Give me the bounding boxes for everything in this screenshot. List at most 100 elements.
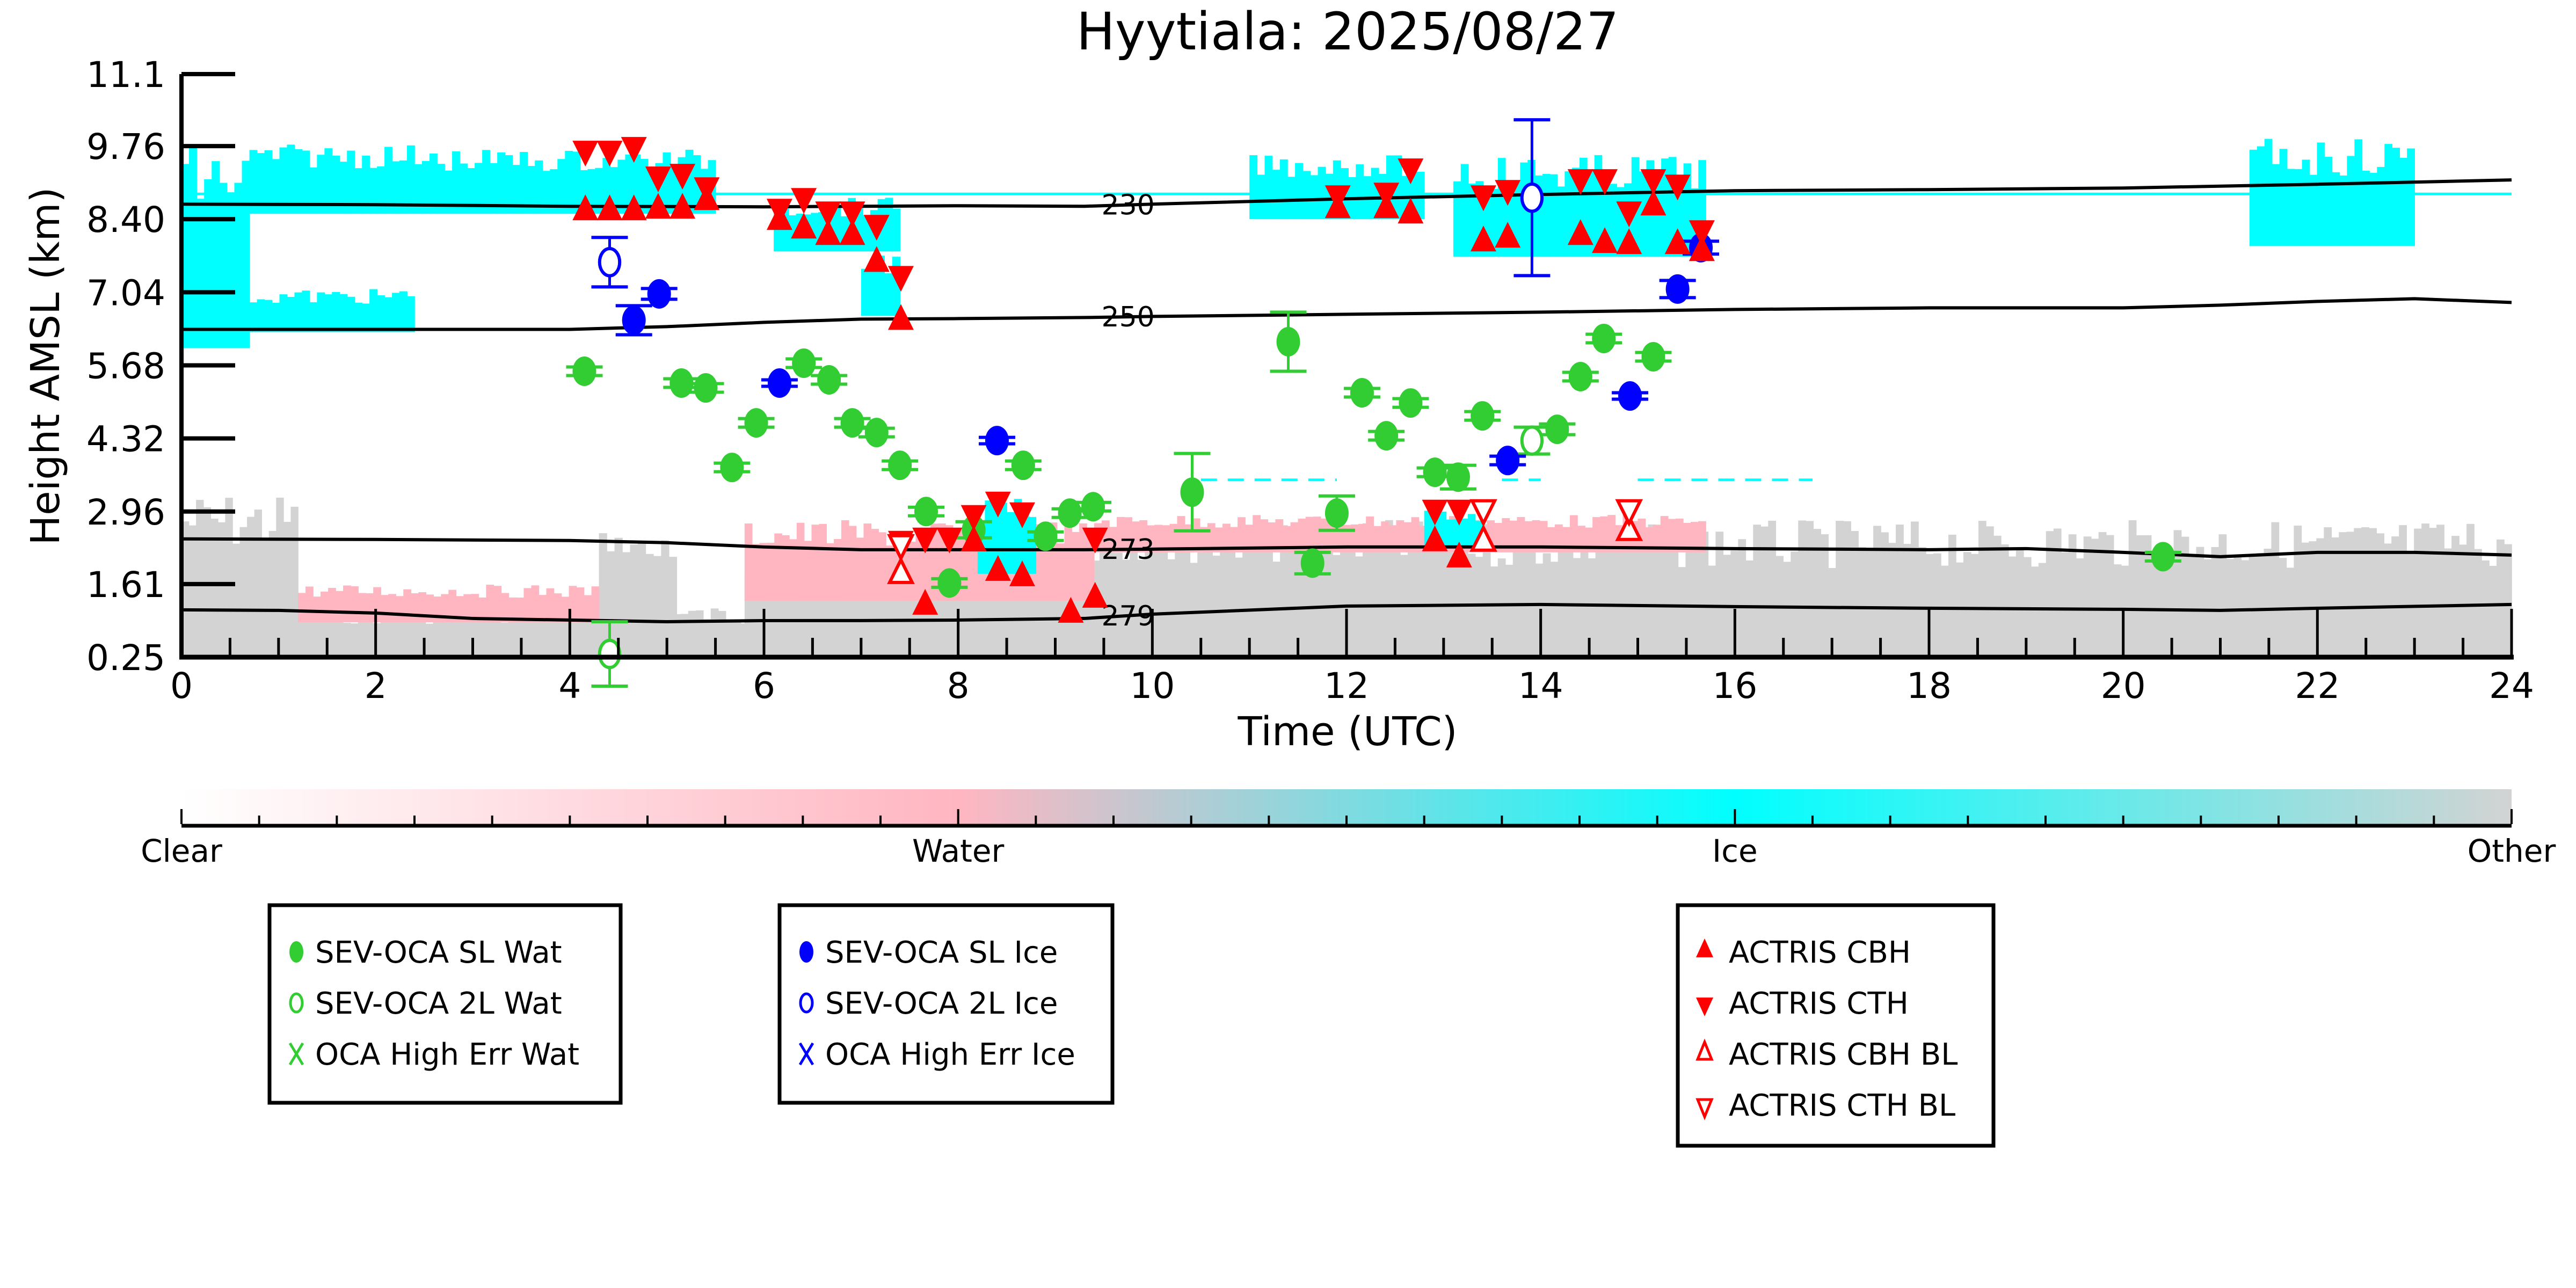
ice-class-region (204, 179, 213, 348)
actris-cth-point (1422, 499, 1448, 526)
other-class-region (1708, 565, 1716, 657)
actris-cbh-point (1664, 228, 1691, 254)
ice-class-region (407, 296, 415, 332)
water-class-region (448, 590, 457, 622)
other-class-region (1768, 520, 1777, 657)
water-class-region (1592, 517, 1600, 552)
ice-class-region (2369, 172, 2378, 246)
ice-class-region (1264, 156, 1273, 220)
other-class-region (1422, 544, 1431, 657)
water-class-region (1660, 516, 1669, 552)
ice-class-region (884, 273, 893, 316)
water-class-region (856, 537, 864, 601)
other-class-region (1550, 562, 1559, 657)
actris-cth-point (1373, 183, 1400, 209)
other-class-region (1843, 521, 1851, 657)
ice-class-region (354, 302, 362, 332)
other-class-region (1558, 540, 1566, 657)
other-class-region (1190, 563, 1198, 657)
water-class-region (1245, 525, 1253, 552)
other-class-region (425, 623, 434, 657)
water-class-region (1124, 517, 1132, 552)
sev-oca-sl-wat-point (1545, 414, 1569, 445)
other-class-region (478, 612, 486, 657)
water-class-region (343, 585, 351, 622)
other-class-region (2068, 534, 2077, 657)
other-class-region (2196, 547, 2204, 657)
other-class-region (1693, 532, 1701, 657)
other-class-region (2091, 539, 2099, 657)
actris-cth-point (1009, 502, 1036, 528)
other-class-region (1618, 550, 1626, 657)
water-class-region (886, 545, 894, 601)
other-class-region (1212, 555, 1221, 657)
legend-label: ACTRIS CBH BL (1729, 1037, 1958, 1072)
other-class-region (2000, 544, 2009, 657)
other-class-region (1250, 549, 1258, 657)
ice-class-region (384, 297, 392, 332)
water-class-region (1698, 521, 1706, 552)
other-class-region (433, 614, 441, 657)
other-class-region (1700, 532, 1709, 657)
water-class-region (1569, 515, 1578, 552)
sev-oca-sl-wat-point (1399, 388, 1423, 418)
actris-cth-point (645, 166, 671, 193)
ice-class-region (2249, 149, 2258, 246)
x-tick-label: 12 (1324, 665, 1369, 707)
other-class-region (2466, 523, 2475, 657)
legend-marker-icon (798, 1042, 814, 1066)
water-class-region (878, 532, 886, 601)
x-tick-label: 10 (1130, 665, 1175, 707)
ice-class-region (811, 213, 819, 252)
other-class-region (1130, 551, 1138, 657)
sev-oca-sl-wat-point (572, 356, 596, 387)
ice-class-region (1356, 164, 1364, 220)
ice-class-region (234, 183, 243, 348)
sev-oca-sl-wat-point (720, 453, 744, 483)
other-class-region (1145, 551, 1153, 657)
sev-oca-sl-wat-point (1641, 341, 1665, 372)
ice-class-region (309, 167, 318, 214)
water-class-region (418, 592, 427, 622)
other-class-region (2354, 528, 2362, 657)
ice-class-region (557, 159, 566, 214)
other-class-region (1948, 534, 1956, 657)
other-class-region (2286, 567, 2295, 657)
water-class-region (328, 587, 336, 622)
water-class-region (463, 594, 472, 622)
ice-class-region (332, 155, 340, 214)
actris-cth-point (887, 266, 914, 292)
other-class-region (2008, 556, 2017, 657)
actris-cth-point (1567, 169, 1593, 195)
ice-class-region (2264, 139, 2273, 246)
water-class-region (752, 544, 760, 601)
water-class-region (811, 525, 820, 601)
water-class-region (1358, 523, 1366, 552)
ice-class-region (2339, 175, 2348, 246)
other-class-region (1527, 539, 1536, 657)
legend-marker-icon (799, 992, 814, 1014)
other-class-region (2361, 527, 2370, 657)
other-class-region (1362, 523, 1371, 657)
other-class-region (247, 516, 255, 657)
other-class-region (395, 616, 404, 657)
water-class-region (1645, 527, 1654, 552)
ice-class-region (369, 168, 377, 214)
actris-cth-point (766, 199, 792, 225)
actris-cth-point (1616, 201, 1642, 228)
water-class-region (1668, 519, 1676, 552)
ice-class-region (430, 153, 438, 214)
other-class-region (695, 610, 704, 657)
other-class-region (2444, 548, 2452, 657)
water-class-region (782, 535, 790, 601)
other-class-region (1497, 558, 1506, 657)
other-class-region (2369, 528, 2377, 657)
water-class-region (744, 523, 753, 601)
water-class-region (1230, 527, 1238, 552)
ice-class-region (384, 147, 392, 214)
ice-class-region (249, 150, 258, 214)
sev-oca-sl-wat-point (1011, 450, 1035, 481)
other-class-region (1633, 541, 1641, 657)
other-class-region (1610, 536, 1619, 657)
other-class-region (2346, 532, 2355, 657)
